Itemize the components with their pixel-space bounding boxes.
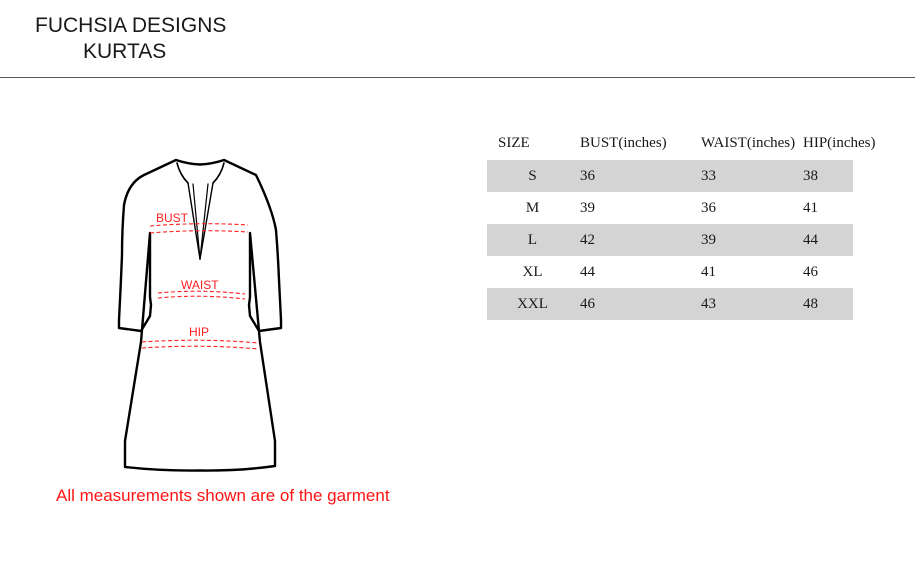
svg-text:HIP: HIP: [189, 325, 209, 339]
svg-text:WAIST: WAIST: [181, 278, 219, 292]
svg-text:BUST: BUST: [156, 211, 189, 225]
